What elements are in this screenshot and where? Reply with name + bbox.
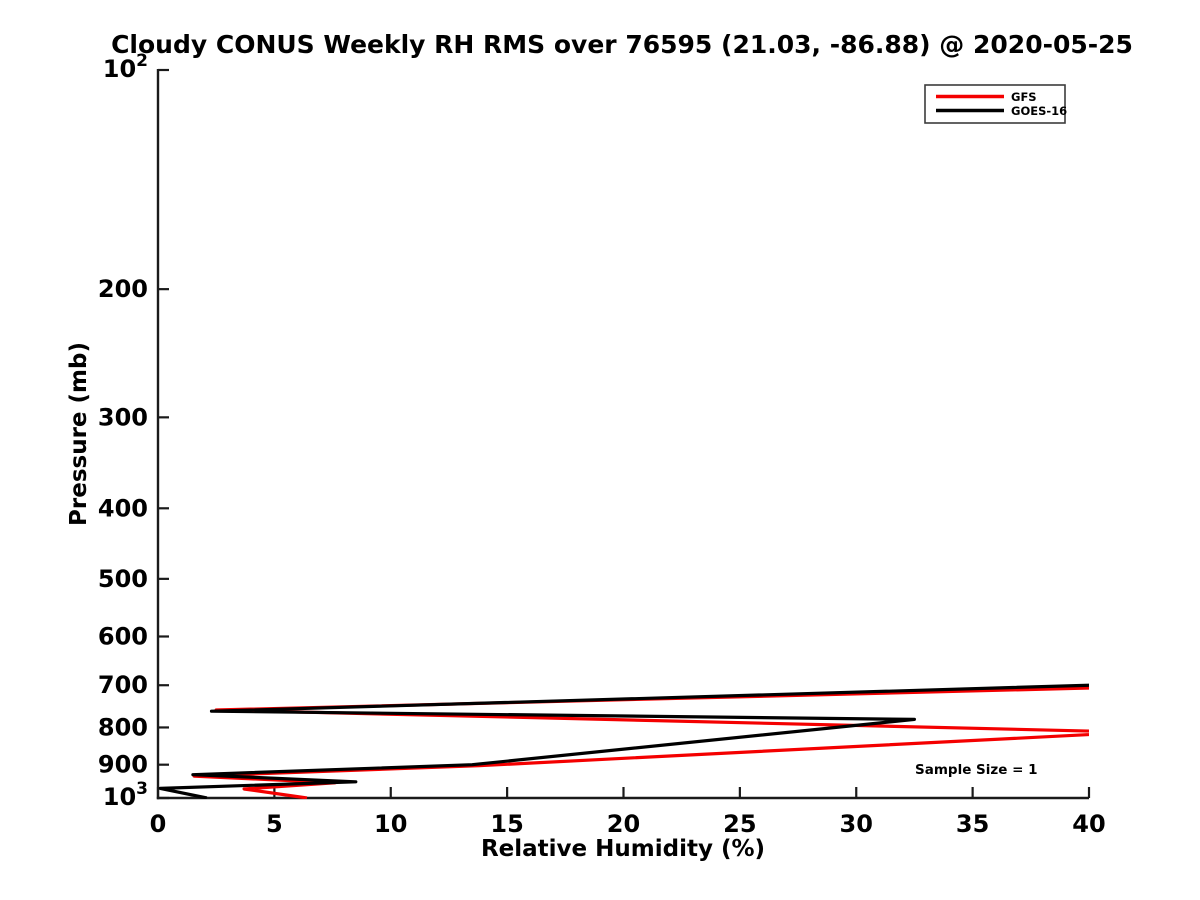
x-tick-label: 10: [374, 810, 407, 838]
x-tick-label: 15: [490, 810, 523, 838]
data-series: [158, 683, 1089, 799]
x-axis-label: Relative Humidity (%): [481, 836, 765, 862]
y-tick-label: 400: [98, 494, 148, 522]
y-tick-label: 103: [103, 779, 148, 811]
series-line-goes-16: [158, 683, 1089, 799]
sample-size-annotation: Sample Size = 1: [915, 762, 1038, 778]
x-tick-label: 0: [150, 810, 167, 838]
y-tick-label: 500: [98, 565, 148, 593]
y-tick-label: 200: [98, 275, 148, 303]
tick-labels: 0 5 10 15 20 25 30 35 40 102 200 300 400 500 600 700 800…: [98, 51, 1106, 838]
x-tick-label: 5: [266, 810, 283, 838]
legend-box: [924, 84, 1066, 124]
axis-ticks: [156, 68, 1091, 800]
x-tick-label: 30: [840, 810, 873, 838]
x-tick-label: 20: [607, 810, 640, 838]
chart-title: Cloudy CONUS Weekly RH RMS over 76595 (2…: [111, 30, 1133, 59]
x-tick-label: 40: [1072, 810, 1105, 838]
y-tick-label: 700: [98, 671, 148, 699]
y-axis-label: Pressure (mb): [66, 342, 92, 526]
y-tick-label: 102: [103, 51, 148, 83]
x-tick-label: 25: [723, 810, 756, 838]
y-tick-label: 600: [98, 622, 148, 650]
legend-label-gfs: GFS: [1011, 90, 1037, 104]
y-tick-label: 800: [98, 713, 148, 741]
y-tick-label: 900: [98, 751, 148, 779]
x-tick-label: 35: [956, 810, 989, 838]
y-tick-label: 300: [98, 403, 148, 431]
legend-label-goes-16: GOES-16: [1011, 104, 1067, 118]
